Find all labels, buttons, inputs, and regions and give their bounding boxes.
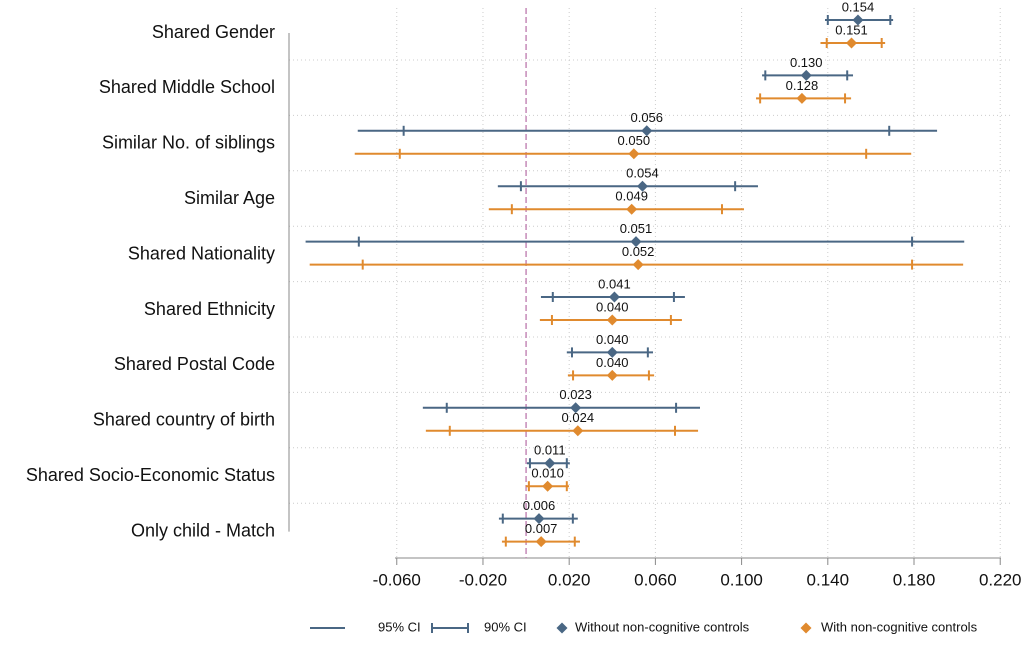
data-label: 0.024 — [562, 410, 595, 425]
point-estimate — [572, 425, 584, 437]
point-estimate — [608, 291, 620, 303]
category-label: Shared Ethnicity — [144, 299, 275, 319]
x-tick-label: -0.020 — [459, 570, 507, 589]
point-estimate — [796, 92, 808, 104]
category-label: Shared country of birth — [93, 410, 275, 430]
point-estimate — [570, 402, 582, 414]
data-label: 0.007 — [525, 521, 558, 536]
point-estimate — [632, 259, 644, 271]
point-estimate — [544, 457, 556, 469]
data-label: 0.006 — [523, 498, 556, 513]
point-estimate — [535, 536, 547, 548]
data-label: 0.040 — [596, 332, 629, 347]
point-estimate — [636, 180, 648, 192]
point-estimate — [606, 369, 618, 381]
data-label: 0.011 — [534, 443, 566, 458]
category-label: Shared Nationality — [128, 243, 275, 263]
data-label: 0.054 — [626, 166, 659, 181]
point-estimate — [846, 37, 858, 49]
category-label: Shared Socio-Economic Status — [26, 465, 275, 485]
point-estimate — [852, 14, 864, 26]
category-label: Shared Postal Code — [114, 354, 275, 374]
data-label: 0.128 — [786, 78, 819, 93]
legend-marker — [556, 622, 568, 634]
legend-label: Without non-cognitive controls — [575, 619, 750, 634]
point-estimate — [606, 314, 618, 326]
point-estimate — [641, 125, 653, 137]
x-tick-label: -0.060 — [373, 570, 421, 589]
category-label: Only child - Match — [131, 520, 275, 540]
data-label: 0.040 — [596, 299, 629, 314]
x-tick-label: 0.180 — [893, 570, 936, 589]
point-estimate — [800, 69, 812, 81]
data-label: 0.040 — [596, 355, 629, 370]
data-label: 0.041 — [598, 276, 631, 291]
x-tick-label: 0.020 — [548, 570, 591, 589]
point-estimate — [628, 148, 640, 160]
data-label: 0.010 — [531, 466, 564, 481]
data-label: 0.051 — [620, 221, 653, 236]
data-label: 0.052 — [622, 244, 655, 259]
point-estimate — [542, 480, 554, 492]
point-estimate — [626, 203, 638, 215]
data-label: 0.049 — [615, 189, 648, 204]
x-tick-label: 0.060 — [634, 570, 677, 589]
data-label: 0.023 — [559, 387, 592, 402]
data-label: 0.154 — [842, 0, 875, 14]
legend-label: 90% CI — [484, 619, 527, 634]
data-label: 0.050 — [618, 133, 651, 148]
x-tick-label: 0.220 — [979, 570, 1022, 589]
data-label: 0.056 — [630, 110, 663, 125]
x-tick-label: 0.100 — [720, 570, 763, 589]
category-label: Similar Age — [184, 188, 275, 208]
category-label: Similar No. of siblings — [102, 133, 275, 153]
category-label: Shared Gender — [152, 22, 275, 42]
data-label: 0.151 — [835, 22, 868, 37]
legend-label: With non-cognitive controls — [821, 619, 978, 634]
point-estimate — [606, 346, 618, 358]
legend-marker — [800, 622, 812, 634]
category-label: Shared Middle School — [99, 77, 275, 97]
point-estimate — [630, 236, 642, 248]
legend-label: 95% CI — [378, 619, 421, 634]
x-tick-label: 0.140 — [807, 570, 850, 589]
data-label: 0.130 — [790, 55, 823, 70]
point-estimate — [533, 513, 545, 525]
